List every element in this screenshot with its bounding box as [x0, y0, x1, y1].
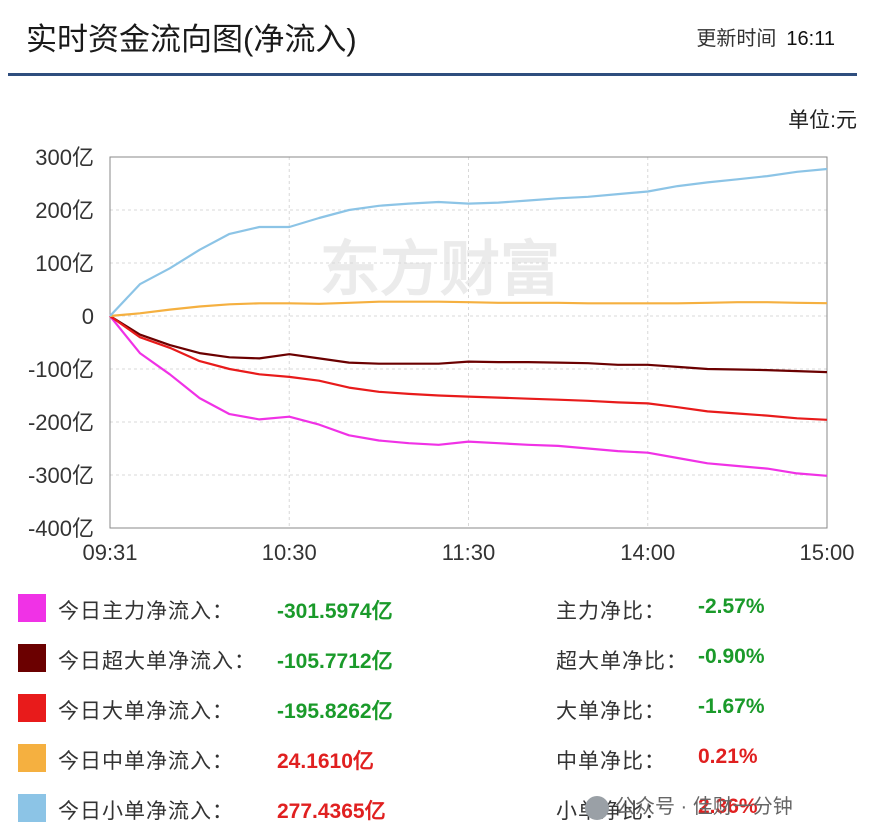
legend-row: 今日大单净流入： -195.8262亿 大单净比： -1.67% [0, 688, 873, 723]
watermark-badge-text: 公众号 · 佳财一分钟 [615, 796, 793, 818]
legend-swatch [18, 694, 46, 722]
y-tick-label: 100亿 [35, 251, 94, 276]
legend-value: 277.4365亿 [277, 800, 386, 823]
legend-swatch [18, 594, 46, 622]
ratio-label: 中单净比： [556, 750, 666, 773]
chart-header: 实时资金流向图(净流入) 更新时间 16:11 [8, 0, 857, 76]
unit-label: 单位:元 [788, 109, 857, 132]
legend-row: 今日超大单净流入： -105.7712亿 超大单净比： -0.90% [0, 638, 873, 673]
plot-frame [109, 156, 828, 529]
series-line-3 [109, 300, 828, 318]
fund-flow-chart: 东方财富 300亿 200亿 100亿 0 -100亿 -200亿 -300亿 -400亿09… [28, 145, 855, 565]
header-divider [8, 73, 857, 76]
series-line-0 [109, 315, 828, 477]
ratio-value: 2.36% [698, 795, 758, 818]
ratio-label: 主力净比： [556, 600, 666, 623]
legend-label: 今日超大单净流入： [58, 650, 256, 673]
series-layer [109, 167, 828, 477]
x-tick-label: 15:00 [799, 540, 854, 565]
legend-row: 今日小单净流入： 277.4365亿 小单净比： 2.36% [0, 788, 873, 823]
wechat-icon [585, 795, 609, 820]
y-tick-label: -200亿 [28, 410, 94, 435]
y-tick-label: 300亿 [35, 145, 94, 170]
legend-value: -301.5974亿 [277, 600, 393, 623]
x-tick-label: 09:31 [82, 540, 137, 565]
legend-row: 今日中单净流入： 24.1610亿 中单净比： 0.21% [0, 738, 873, 773]
y-tick-label: -400亿 [28, 516, 94, 541]
y-tick-label: -300亿 [28, 463, 94, 488]
y-tick-label: -100亿 [28, 357, 94, 382]
ratio-label: 小单净比： [556, 800, 666, 823]
legend-label: 今日小单净流入： [58, 800, 234, 823]
ratio-label: 大单净比： [556, 700, 666, 723]
ratio-value: -0.90% [698, 645, 765, 668]
legend-value: -195.8262亿 [277, 700, 393, 723]
legend-label: 今日中单净流入： [58, 750, 234, 773]
ratio-value: -1.67% [698, 695, 765, 718]
legend-row: 今日主力净流入： -301.5974亿 主力净比： -2.57% [0, 588, 873, 623]
update-time-info: 更新时间 16:11 [696, 22, 835, 51]
ratio-value: -2.57% [698, 595, 765, 618]
series-line-1 [109, 315, 828, 374]
legend-label: 今日主力净流入： [58, 600, 234, 623]
legend-label: 今日大单净流入： [58, 700, 234, 723]
legend-value: -105.7712亿 [277, 650, 393, 673]
page-title: 实时资金流向图(净流入) [26, 22, 357, 57]
legend-swatch [18, 794, 46, 822]
series-line-4 [109, 167, 828, 317]
ratio-value: 0.21% [698, 745, 758, 768]
x-tick-label: 10:30 [262, 540, 317, 565]
y-tick-label: 200亿 [35, 198, 94, 223]
update-time-value: 16:11 [786, 28, 835, 50]
x-tick-label: 14:00 [620, 540, 675, 565]
y-tick-label: 0 [82, 304, 94, 329]
chart-watermark: 东方财富 [320, 235, 560, 305]
update-time-label: 更新时间 [696, 28, 777, 50]
watermark-badge: 公众号 · 佳财一分钟 [585, 790, 793, 820]
grid-layer [110, 157, 827, 528]
legend-swatch [18, 744, 46, 772]
legend-value: 24.1610亿 [277, 750, 374, 773]
ratio-label: 超大单净比： [556, 650, 688, 673]
series-line-2 [109, 315, 828, 421]
x-tick-label: 11:30 [442, 540, 495, 565]
legend-swatch [18, 644, 46, 672]
